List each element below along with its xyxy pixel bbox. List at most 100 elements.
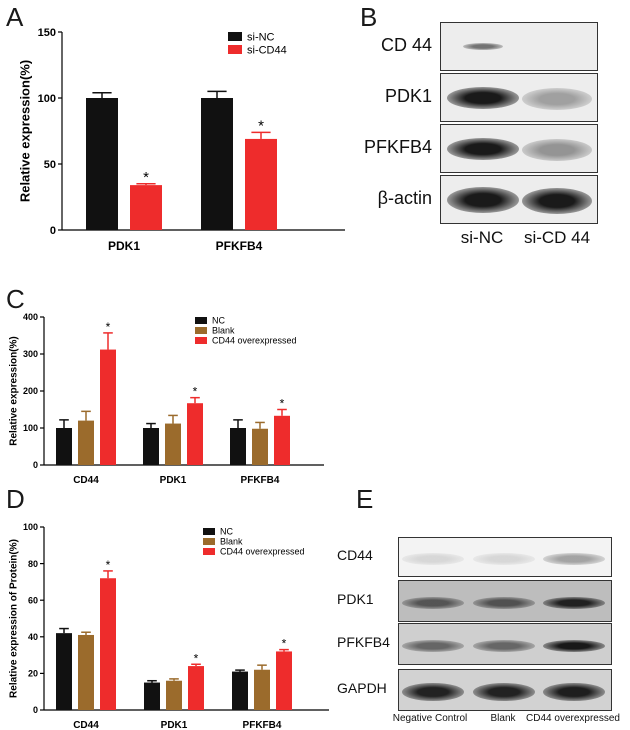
significance-marker: * [106,558,111,572]
category-label-pfkfb4: PFKFB4 [216,239,263,253]
category-label-pfkfb4: PFKFB4 [243,720,282,730]
protein-band [402,640,464,652]
y-tick-label: 20 [28,669,38,679]
y-tick-label: 0 [50,225,56,237]
y-tick-label: 0 [33,705,38,715]
protein-band [473,553,535,565]
category-label-pdk1: PDK1 [108,239,140,253]
blot-e-strip-pfkfb4 [398,623,612,665]
protein-band [543,597,605,609]
bar-pdk1-si-cd44 [130,185,162,230]
bar-cd44-nc [56,633,72,710]
blot-e-strip-cd44 [398,537,612,577]
protein-band [473,597,535,609]
bar-cd44-nc [56,428,72,465]
blot-b-strip-pdk1 [440,73,598,122]
bar-pdk1-nc [143,428,159,465]
panel-label-a: A [6,2,24,32]
bar-cd44-blank [78,420,94,465]
chart-a: 0 50 100 150 Relative expression(%) * PDK1 * PFK… [18,27,345,253]
category-label-pdk1: PDK1 [161,720,188,730]
significance-marker: * [258,117,264,134]
bar-cd44-cd44-overexpressed [100,578,116,710]
bar-pdk1-nc [144,682,160,710]
bar-cd44-blank [78,634,94,710]
significance-marker: * [194,651,199,665]
y-tick-label: 0 [33,460,38,470]
protein-band [463,43,503,50]
y-tick-label: 40 [28,632,38,642]
y-tick-label: 150 [38,27,56,39]
panel-label-e: E [356,484,374,514]
legend-swatch-nc [195,317,207,324]
bar-pdk1-cd44-overexpressed [187,403,203,465]
blot-b-lane-label-si-nc: si-NC [460,228,504,247]
protein-band [447,86,519,109]
bar-cd44-cd44-overexpressed [100,349,116,465]
category-label-cd44: CD44 [73,720,99,730]
protein-band [543,553,605,565]
significance-marker: * [106,320,111,334]
panel-label-c: C [6,284,25,314]
significance-marker: * [280,397,285,411]
legend-swatch-nc [203,528,215,535]
blot-b-row-label-pdk1: PDK1 [384,85,432,106]
blot-e-row-label-pfkfb4: PFKFB4 [337,634,390,650]
blot-e-row-label-pdk1: PDK1 [337,591,374,607]
legend-label-nc: NC [220,527,233,537]
y-tick-label: 100 [23,423,38,433]
legend-label-nc: NC [212,316,225,326]
blot-b-strip-cd-44 [440,22,598,71]
legend-swatch-cd44-overexpressed [195,337,207,344]
bar-pfkfb4-cd44-overexpressed [276,651,292,710]
bar-pdk1-si-nc [86,98,118,230]
bar-pfkfb4-nc [230,428,246,465]
significance-marker: * [282,637,287,651]
y-tick-label: 100 [23,522,38,532]
legend-swatch-cd44-overexpressed [203,548,215,555]
y-axis-label: Relative expression(%) [18,60,33,202]
bar-pfkfb4-blank [252,428,268,465]
bar-pdk1-blank [165,423,181,465]
protein-band [522,187,592,214]
blot-e-lane-label-cd44-overexpressed: CD44 overexpressed [526,713,620,724]
blot-e-strip-gapdh [398,669,612,711]
blot-b-row-label-cd-44: CD 44 [380,34,432,55]
legend-label-si-nc: si-NC [247,32,275,44]
chart-d: 0 20 40 60 80 100 Relative expression of Prote… [8,522,329,730]
protein-band [402,683,464,701]
protein-band [522,87,592,110]
y-tick-label: 60 [28,595,38,605]
y-tick-label: 80 [28,559,38,569]
protein-band [473,640,535,652]
blot-b-row-label-pfkfb4: PFKFB4 [363,136,432,157]
y-tick-label: 100 [38,93,56,105]
protein-band [473,683,535,701]
blot-b-row-label-actin: β-actin [377,187,432,208]
protein-band [447,186,519,213]
legend-label-si-cd44: si-CD44 [247,45,287,57]
legend-swatch-blank [203,538,215,545]
y-axis-label: Relative expression(%) [8,336,19,446]
category-label-pdk1: PDK1 [160,475,187,485]
significance-marker: * [143,169,149,186]
protein-band [522,138,592,161]
protein-band [402,597,464,609]
blot-b-strip-pfkfb4 [440,124,598,173]
blot-e-lane-label-negative-control: Negative Control [392,713,468,724]
legend-swatch-si-cd44 [228,45,242,54]
bar-pfkfb4-nc [232,671,248,710]
y-axis-label: Relative expression of Protein(%) [8,539,19,698]
blot-e-row-label-gapdh: GAPDH [337,680,387,696]
blot-b-lane-label-si-cd-44: si-CD 44 [523,228,591,247]
protein-band [543,683,605,701]
bar-pfkfb4-blank [254,669,270,710]
bar-pfkfb4-cd44-overexpressed [274,415,290,465]
chart-c: 0 100 200 300 400 Relative expression(%) * CD44… [8,312,324,485]
bar-pdk1-cd44-overexpressed [188,666,204,710]
protein-band [543,640,605,652]
legend-label-blank: Blank [212,326,235,336]
category-label-pfkfb4: PFKFB4 [241,475,280,485]
blot-e-lane-label-blank: Blank [490,713,516,724]
legend-swatch-blank [195,327,207,334]
